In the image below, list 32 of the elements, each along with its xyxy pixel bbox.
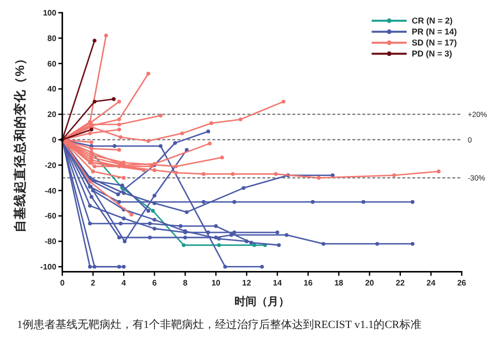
legend-label: SD (N = 17) <box>412 38 457 48</box>
x-tick-label: 18 <box>334 278 344 288</box>
x-tick-label: 4 <box>122 278 127 288</box>
x-tick-label: 6 <box>152 278 158 288</box>
x-tick-label: 8 <box>182 278 188 288</box>
y-tick-label: -20 <box>44 160 57 170</box>
legend-label: PR (N = 14) <box>412 26 457 37</box>
text: 1例患者基线无靶病灶，有1个非靶病灶，经过治疗后整体达到RECIST v1.1的CR标准 <box>17 318 422 331</box>
x-tick-label: 0 <box>60 278 66 288</box>
legend-label: CR (N = 2) <box>412 16 453 26</box>
x-tick-label: 22 <box>396 278 406 288</box>
x-tick-label: 10 <box>211 278 221 288</box>
y-tick-label: -80 <box>44 237 57 246</box>
y-tick-label: 100 <box>42 8 57 18</box>
y-tick-label: 0 <box>52 136 57 145</box>
x-tick-label: 26 <box>457 278 467 288</box>
y-tick-label: 20 <box>47 110 57 120</box>
y-tick-label: -60 <box>44 212 57 221</box>
y-tick-label: 40 <box>47 84 57 94</box>
y-tick-label: 80 <box>47 34 57 43</box>
x-tick-label: 2 <box>90 278 96 288</box>
x-tick-label: 24 <box>426 278 436 288</box>
x-tick-label: 14 <box>272 278 282 288</box>
x-tick-label: 12 <box>242 278 252 288</box>
x-axis-title: 时间（月） <box>234 294 290 308</box>
y-tick-label: -40 <box>44 186 57 196</box>
y-tick-label: 60 <box>47 59 57 68</box>
y-tick-label: -100 <box>40 262 57 272</box>
x-tick-label: 16 <box>304 278 314 288</box>
x-tick-label: 20 <box>365 278 375 288</box>
y-axis-title: 自基线起直径总和的变化（%） <box>12 52 27 232</box>
legend-label: PD (N = 3) <box>412 48 452 59</box>
